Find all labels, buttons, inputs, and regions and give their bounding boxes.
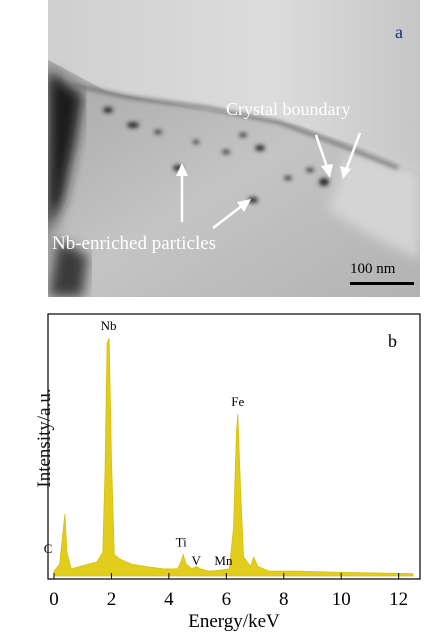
peak-label-v: V [191,553,201,568]
peak-labels: Nb Fe Ti V Mn C [44,318,245,568]
nb-particles-annotation: Nb-enriched particles [52,233,217,254]
x-axis-label: Energy/keV [188,611,280,632]
x-tick-label: 6 [222,589,232,610]
crystal-boundary-annotation: Crystal boundary [226,99,351,119]
peak-label-nb: Nb [101,318,117,333]
scale-bar [350,282,414,285]
eds-spectrum-chart: 0 2 4 6 8 10 12 Nb Fe Ti V Mn C b Energy/keV [44,313,421,632]
peak-label-fe: Fe [231,394,244,409]
x-tick-label: 8 [279,589,289,610]
peak-label-ti: Ti [176,535,187,550]
x-tick-label: 2 [107,589,117,610]
tem-micrograph-panel: a Crystal boundary Nb-enriched particles… [48,0,420,297]
scale-bar-label: 100 nm [350,261,396,277]
x-axis-ticks: 0 2 4 6 8 10 12 [49,573,408,610]
y-axis-label: Intensity/a.u. [34,388,55,488]
tem-micrograph-image [48,0,420,297]
peak-label-mn: Mn [214,553,233,568]
x-tick-label: 12 [389,589,408,610]
spectrum-series [53,337,414,577]
panel-b-label: b [388,331,397,351]
x-tick-label: 10 [332,589,351,610]
x-tick-label: 0 [49,589,59,610]
panel-a-label: a [395,22,403,42]
x-tick-label: 4 [164,589,174,610]
eds-spectrum-panel: 0 2 4 6 8 10 12 Nb Fe Ti V Mn C b Energy/keV Intens… [0,300,425,633]
peak-label-c: C [44,541,53,556]
